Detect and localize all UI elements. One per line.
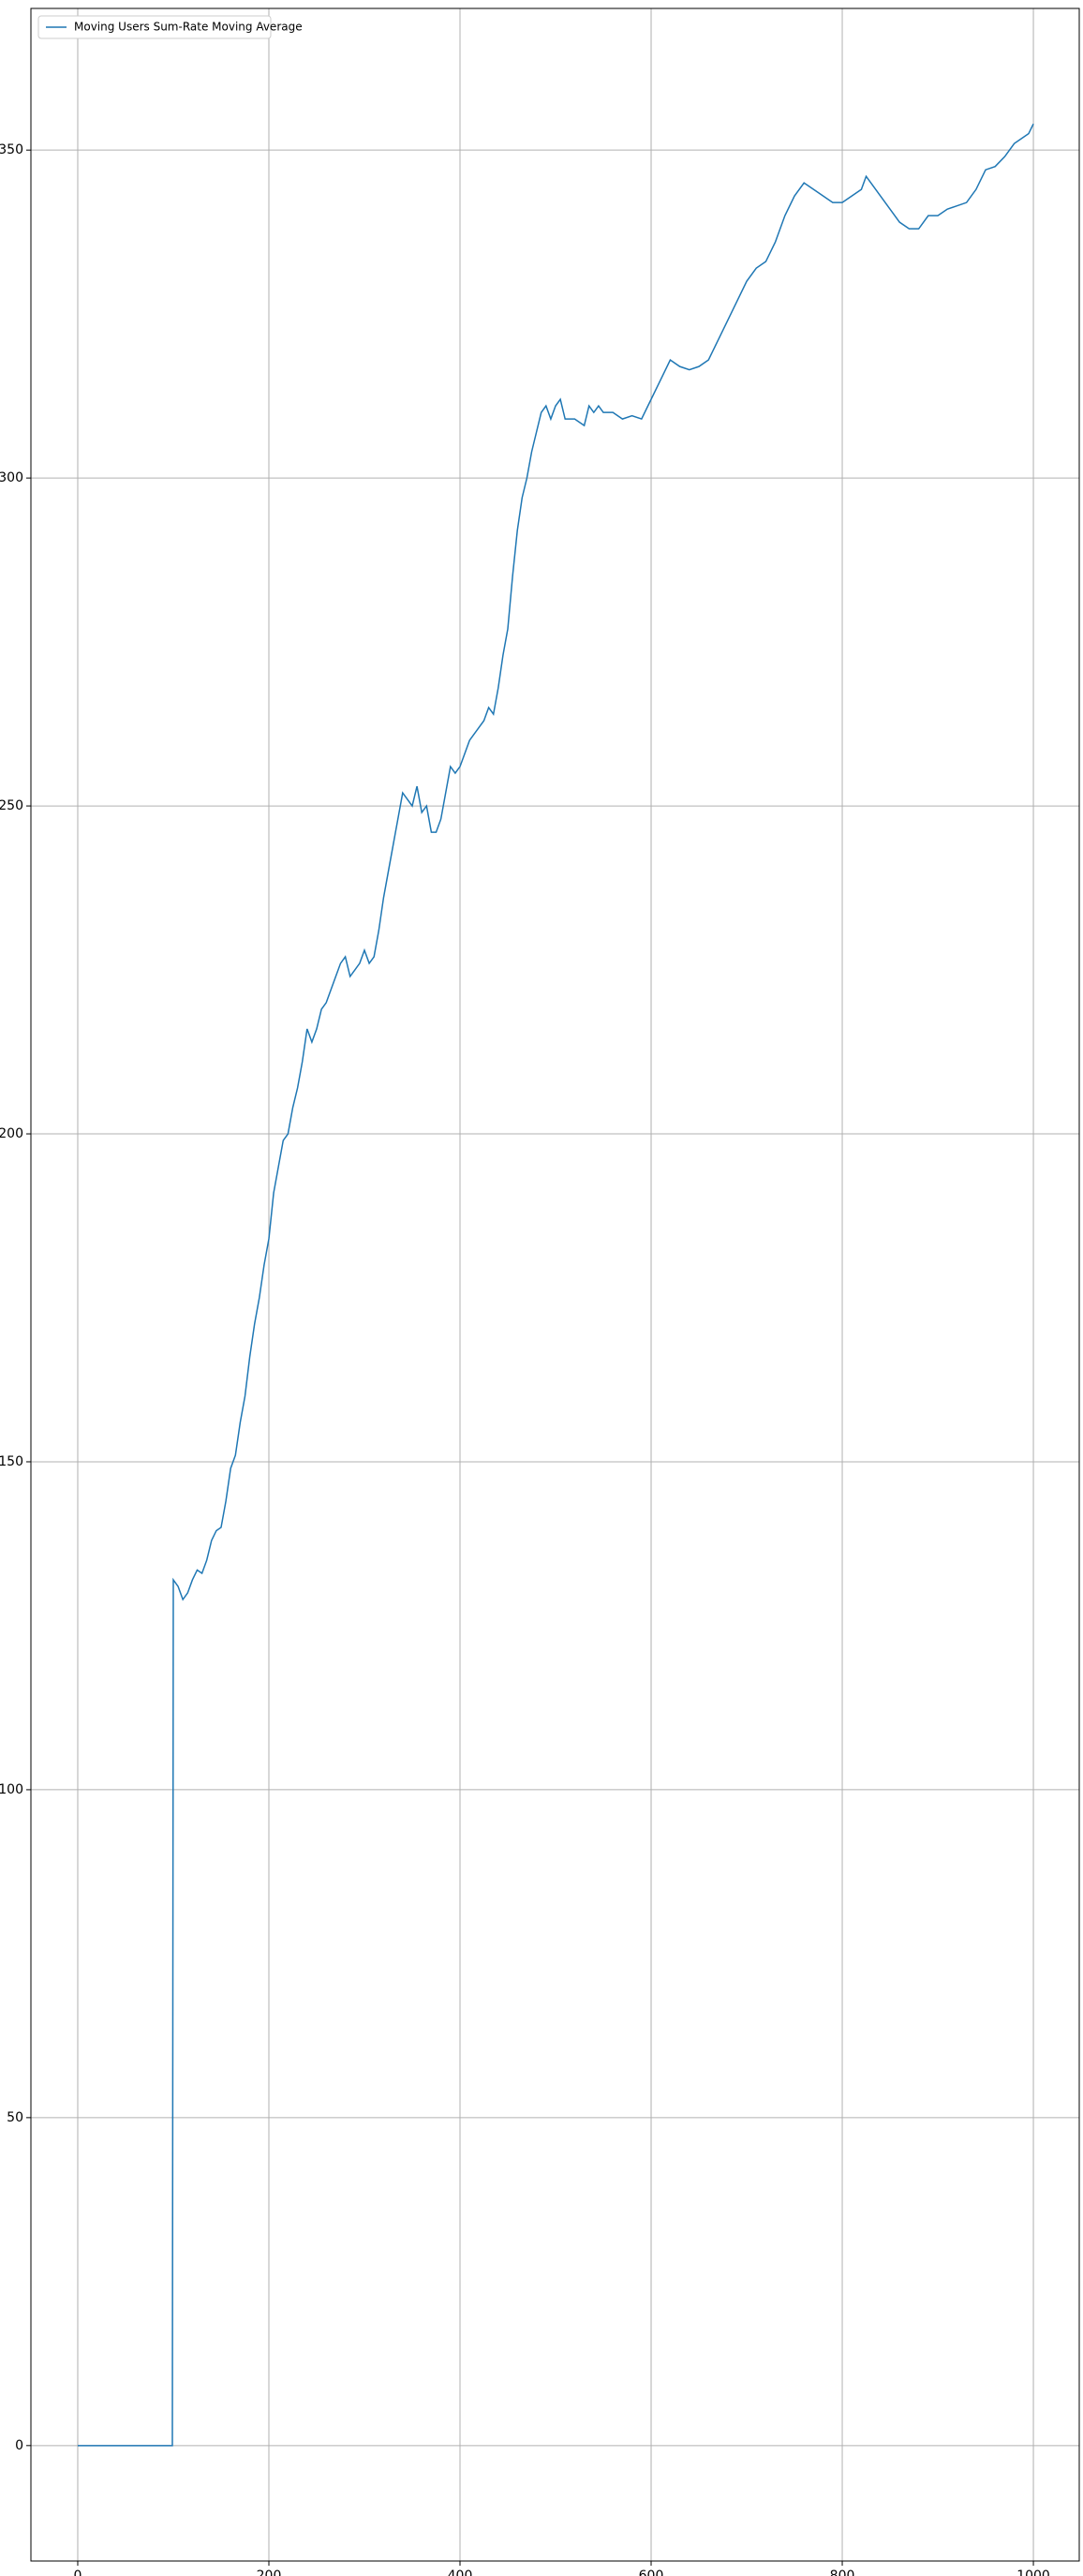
y-tick-label: 150	[0, 1454, 23, 1469]
line	[77, 123, 1034, 2447]
y-tick-label: 250	[0, 798, 23, 813]
x-tick-label: 600	[639, 2569, 664, 2576]
legend-label: Moving Users Sum-Rate Moving Average	[74, 21, 303, 34]
plot-frame	[30, 7, 1080, 2562]
y-tick-label: 50	[7, 2110, 23, 2125]
y-tick-label: 350	[0, 142, 23, 157]
legend-box	[37, 15, 272, 39]
y-tick-label: 100	[0, 1782, 23, 1797]
y-tick-label: 300	[0, 470, 23, 485]
x-tick-label: 200	[257, 2569, 282, 2576]
x-tick-label: 0	[74, 2569, 82, 2576]
x-tick-label: 1000	[1016, 2569, 1050, 2576]
x-tick-label: 800	[830, 2569, 855, 2576]
x-tick-label: 400	[448, 2569, 473, 2576]
y-tick-label: 0	[15, 2438, 23, 2453]
y-tick-label: 200	[0, 1126, 23, 1141]
